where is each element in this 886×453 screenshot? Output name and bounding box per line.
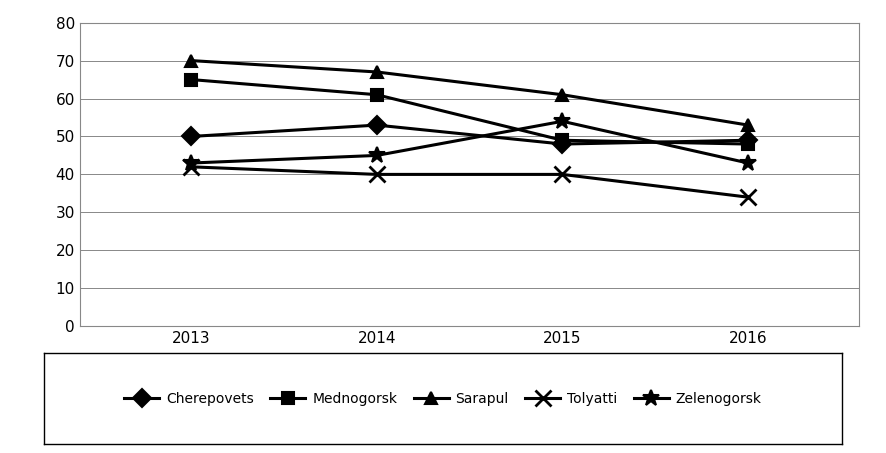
Legend: Cherepovets, Mednogorsk, Sarapul, Tolyatti, Zelenogorsk: Cherepovets, Mednogorsk, Sarapul, Tolyat… [119, 386, 767, 411]
